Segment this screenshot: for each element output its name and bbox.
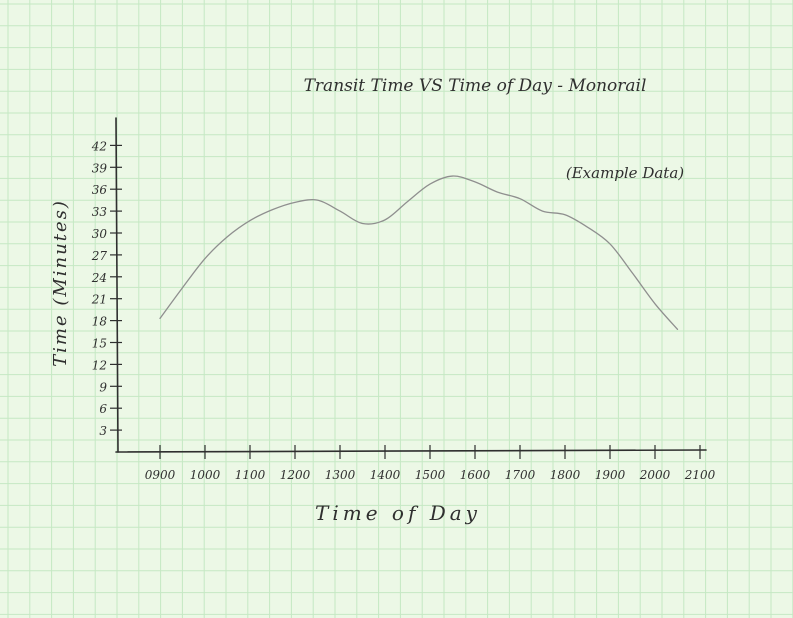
y-tick-label: 36 (92, 183, 108, 197)
series-line (159, 175, 679, 331)
x-tick-label: 1100 (235, 468, 266, 482)
y-axis-line (115, 117, 119, 453)
x-tick-label: 1900 (595, 468, 626, 482)
x-tick-label: 1400 (370, 468, 401, 482)
y-tick-label: 42 (91, 139, 107, 153)
y-tick-label: 21 (91, 293, 107, 307)
x-tick-label: 1000 (190, 468, 221, 482)
x-tick-label: 0900 (145, 468, 176, 482)
y-tick-label: 24 (91, 271, 107, 285)
x-tick-label: 1800 (550, 468, 581, 482)
x-tick-label: 2100 (684, 468, 716, 482)
x-tick-label: 1600 (460, 468, 491, 482)
y-tick-label: 6 (99, 402, 107, 416)
x-tick-label: 1200 (280, 468, 311, 482)
y-axis-label: Time (Minutes) (50, 199, 71, 367)
x-tick-label: 1700 (505, 468, 536, 482)
y-tick-label: 18 (92, 315, 108, 329)
y-tick-label: 39 (92, 161, 108, 175)
x-tick-label: 1300 (325, 468, 356, 482)
y-tick-label: 3 (99, 424, 107, 438)
series (159, 175, 679, 331)
x-axis-label: Time of Day (315, 501, 481, 525)
chart-title: Transit Time VS Time of Day - Monorail (304, 76, 647, 96)
y-tick-label: 9 (99, 380, 107, 394)
chart-subtitle: (Example Data) (566, 164, 684, 182)
y-tick-label: 33 (92, 205, 108, 219)
x-tick-label: 2000 (639, 468, 671, 482)
y-tick-label: 30 (92, 227, 108, 241)
y-tick-label: 12 (92, 358, 107, 372)
x-tick-label: 1500 (415, 468, 446, 482)
x-axis-line (115, 449, 707, 453)
axes (115, 117, 707, 453)
y-tick-label: 15 (92, 337, 107, 351)
y-tick-label: 27 (91, 249, 108, 263)
